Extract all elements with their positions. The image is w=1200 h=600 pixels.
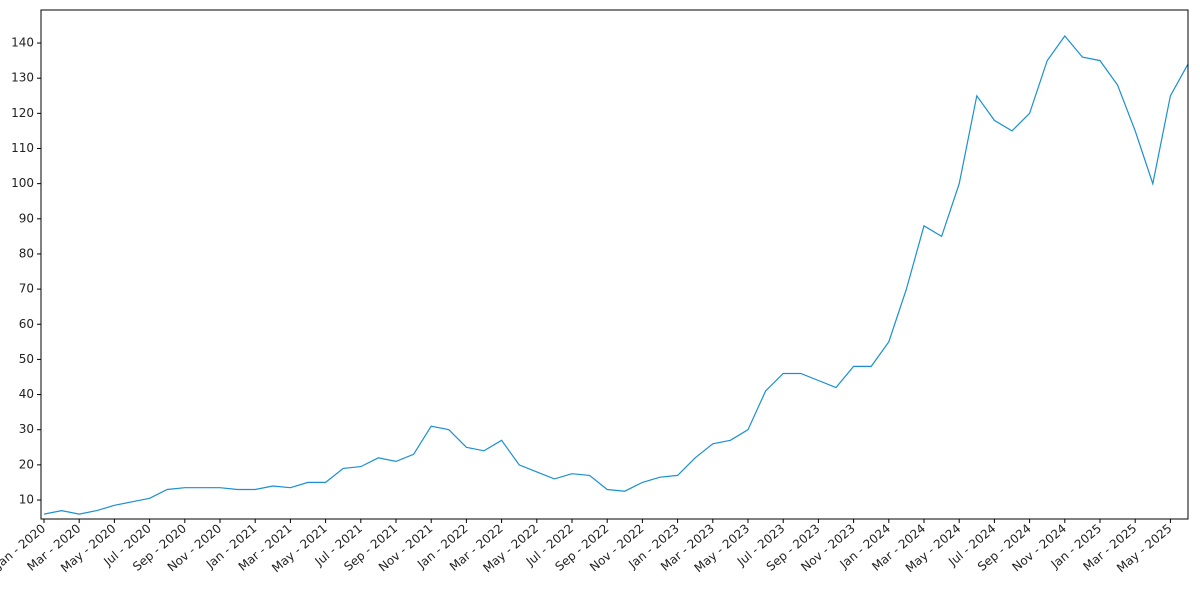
y-tick-label: 130 [11,71,34,85]
y-tick-label: 100 [11,176,34,190]
y-tick-label: 60 [19,317,34,331]
y-tick-label: 30 [19,422,34,436]
y-tick-label: 20 [19,457,34,471]
price-line [43,35,1189,515]
plot-frame [40,9,1189,520]
y-tick-label: 120 [11,106,34,120]
y-tick-label: 80 [19,246,34,260]
y-tick-label: 110 [11,141,34,155]
y-tick-label: 90 [19,211,34,225]
y-tick-label: 40 [19,387,34,401]
y-tick-label: 140 [11,36,34,50]
y-tick-label: 10 [19,493,34,507]
y-tick-label: 50 [19,352,34,366]
y-tick-label: 70 [19,282,34,296]
